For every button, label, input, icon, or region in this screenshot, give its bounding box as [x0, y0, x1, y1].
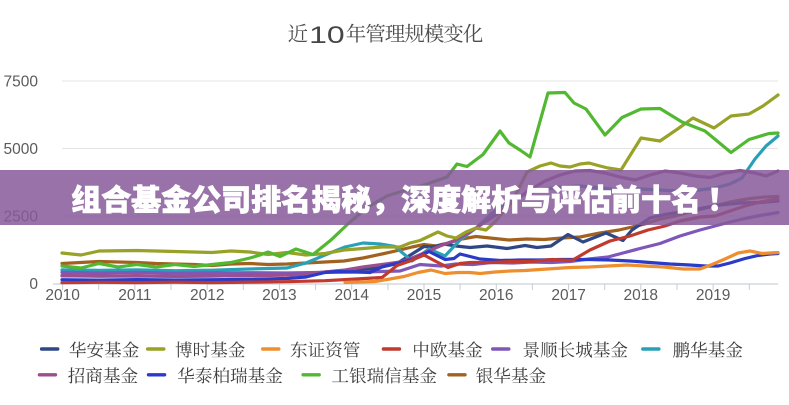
svg-text:5000: 5000 — [4, 141, 39, 158]
svg-text:2016: 2016 — [479, 287, 513, 304]
svg-text:10: 10 — [309, 23, 345, 49]
svg-text:2011: 2011 — [118, 287, 151, 304]
svg-text:0: 0 — [29, 276, 38, 293]
svg-text:2012: 2012 — [190, 287, 224, 304]
svg-text:2010: 2010 — [45, 287, 80, 304]
svg-text:2018: 2018 — [624, 287, 658, 304]
svg-text:2015: 2015 — [407, 287, 441, 304]
svg-text:2019: 2019 — [696, 287, 730, 304]
svg-text:7500: 7500 — [4, 73, 39, 90]
svg-text:2013: 2013 — [262, 287, 296, 304]
svg-text:2017: 2017 — [551, 287, 585, 304]
svg-text:2014: 2014 — [334, 287, 369, 304]
